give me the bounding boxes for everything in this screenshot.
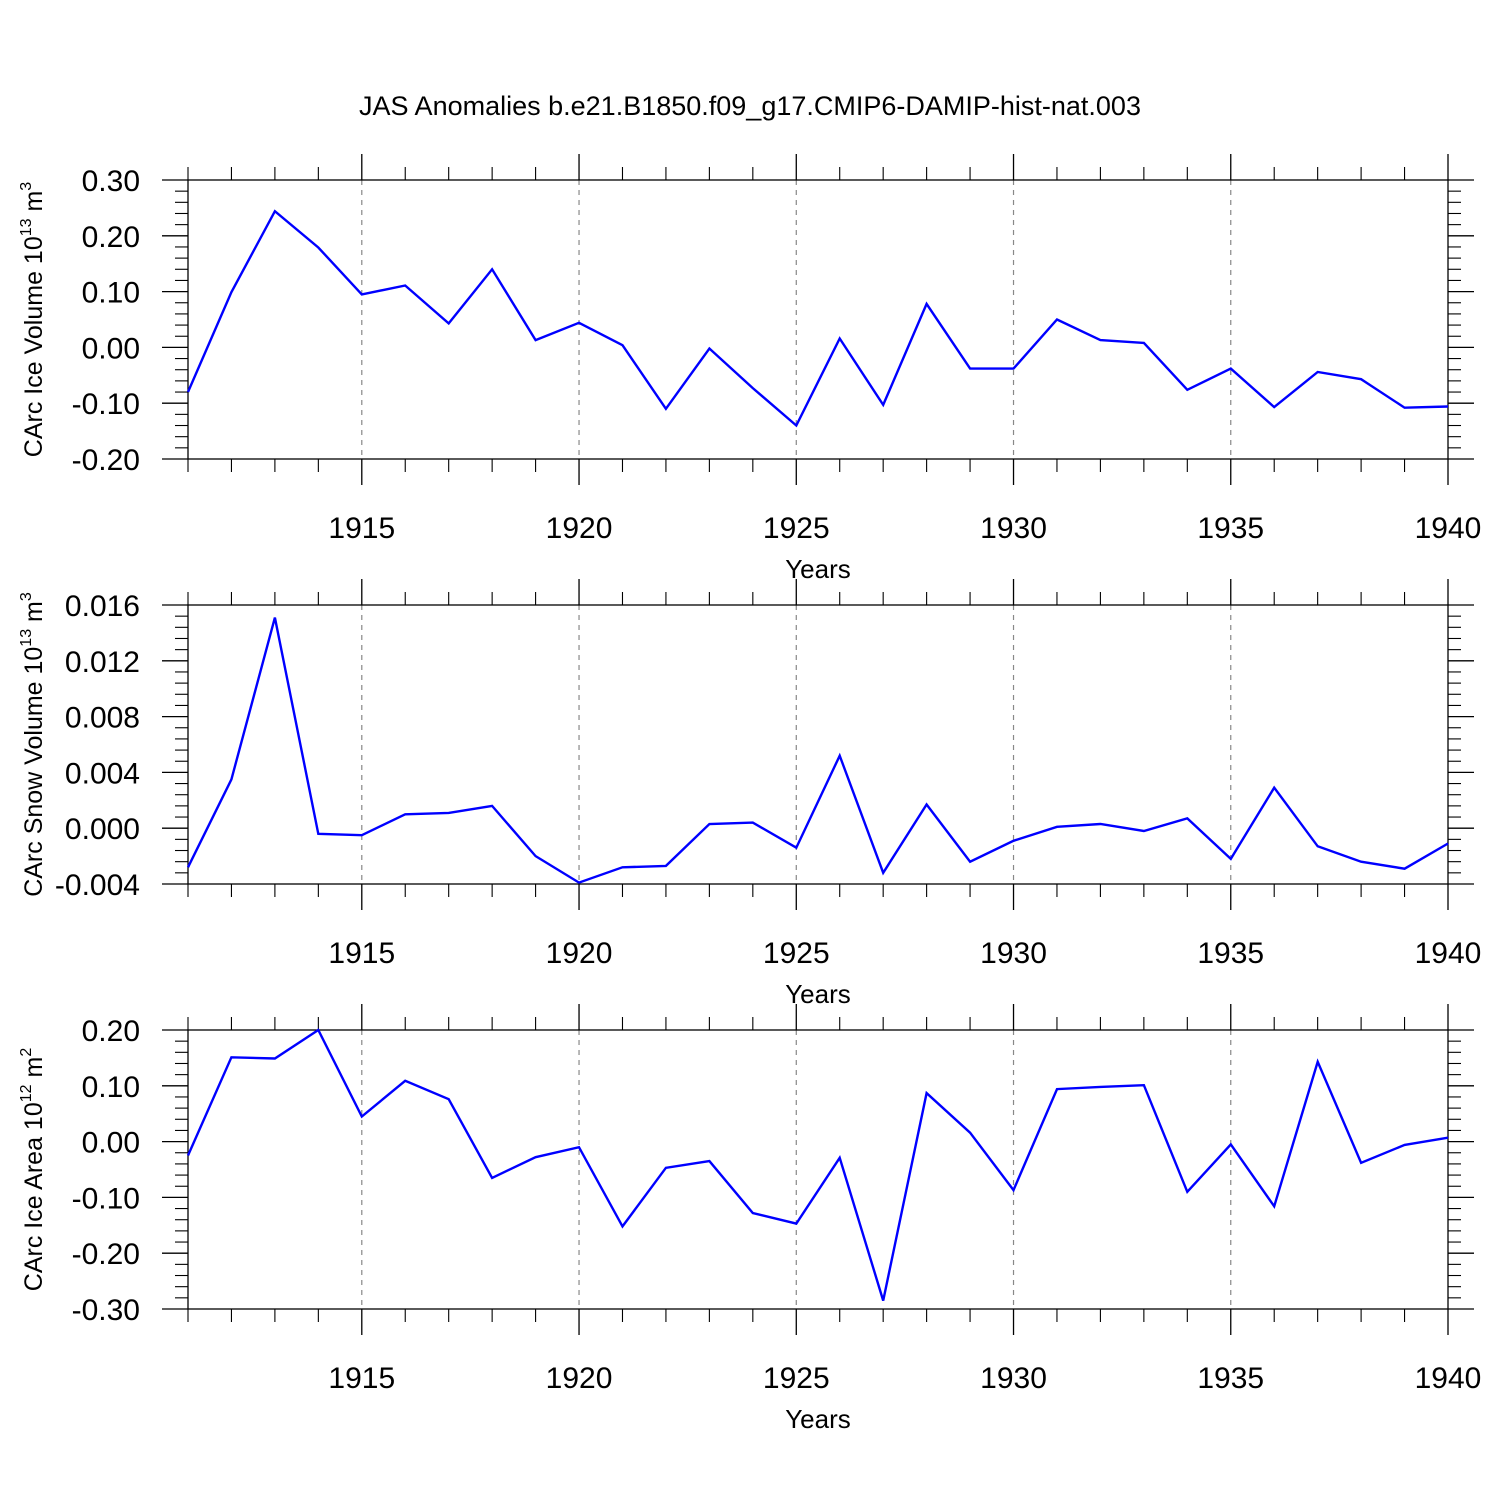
panel-2: 0.016 0.012 0.008 0.004 0.000 -0.004 1915 1920 1… [18, 579, 1481, 1009]
panels: 0.30 0.20 0.10 0.00 -0.10 -0.20 1915 1920 1925 19… [18, 154, 1481, 1434]
x-axis-label: Years [785, 554, 851, 584]
plot-frame [187, 179, 1449, 460]
x-tick-label: 1920 [546, 1362, 613, 1395]
y-axis-label: CArc Ice Volume 1013 m3 [18, 182, 48, 458]
panel-3: 0.20 0.10 0.00 -0.10 -0.20 -0.30 1915 1920 1925 1… [18, 1004, 1481, 1434]
x-tick-label: 1935 [1197, 512, 1264, 545]
y-tick-label: 0.004 [65, 757, 140, 790]
y-tick-label: -0.004 [55, 869, 140, 902]
x-tick-label: 1925 [763, 1362, 830, 1395]
x-tick-label: 1920 [546, 512, 613, 545]
x-tick-label: 1935 [1197, 1362, 1264, 1395]
x-tick-label: 1930 [980, 512, 1047, 545]
x-tick-label: 1930 [980, 937, 1047, 970]
data-line [186, 617, 1449, 884]
y-tick-label: 0.016 [65, 590, 140, 623]
y-tick-label: -0.10 [72, 388, 140, 421]
x-tick-label: 1925 [763, 937, 830, 970]
plot-frame [187, 1029, 1449, 1310]
data-line [186, 209, 1449, 428]
x-tick-label: 1915 [328, 937, 395, 970]
y-tick-label: 0.10 [82, 277, 140, 310]
x-tick-label: 1930 [980, 1362, 1047, 1395]
y-tick-label: 0.008 [65, 702, 140, 735]
chart-title: JAS Anomalies b.e21.B1850.f09_g17.CMIP6-… [359, 91, 1141, 121]
y-tick-label: 0.000 [65, 813, 140, 846]
x-tick-label: 1935 [1197, 937, 1264, 970]
x-tick-label: 1925 [763, 512, 830, 545]
y-axis-label: CArc Ice Area 1012 m2 [18, 1048, 48, 1292]
x-axis-label: Years [785, 1404, 851, 1434]
y-tick-label: 0.012 [65, 646, 140, 679]
x-tick-label: 1940 [1415, 512, 1482, 545]
y-tick-label: -0.20 [72, 444, 140, 477]
y-tick-label: 0.20 [82, 221, 140, 254]
x-axis-label: Years [785, 979, 851, 1009]
data-line [186, 1028, 1449, 1301]
y-tick-label: -0.20 [72, 1238, 140, 1271]
x-tick-label: 1915 [328, 1362, 395, 1395]
y-tick-label: 0.00 [82, 332, 140, 365]
x-tick-label: 1940 [1415, 1362, 1482, 1395]
panel-1: 0.30 0.20 0.10 0.00 -0.10 -0.20 1915 1920 1925 19… [18, 154, 1481, 584]
y-tick-label: 0.00 [82, 1127, 140, 1160]
x-tick-label: 1940 [1415, 937, 1482, 970]
y-tick-label: 0.10 [82, 1071, 140, 1104]
y-tick-label: 0.30 [82, 165, 140, 198]
y-tick-label: -0.30 [72, 1294, 140, 1327]
plot-frame [187, 604, 1449, 885]
y-tick-label: 0.20 [82, 1015, 140, 1048]
y-axis-label: CArc Snow Volume 1013 m3 [18, 592, 48, 897]
x-tick-label: 1920 [546, 937, 613, 970]
x-tick-label: 1915 [328, 512, 395, 545]
y-tick-label: -0.10 [72, 1182, 140, 1215]
